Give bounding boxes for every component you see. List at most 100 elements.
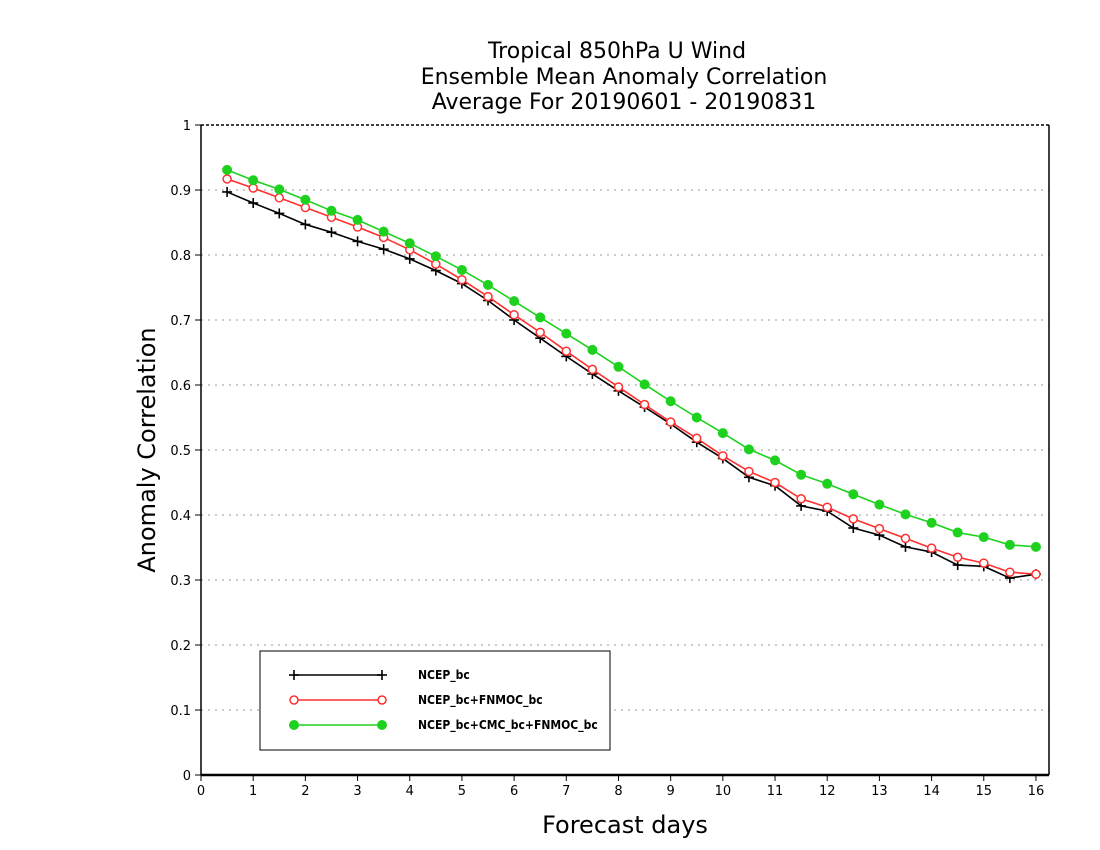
- data-point-1-16: [639, 399, 650, 410]
- legend-marker-start-0: [289, 670, 299, 680]
- legend-label-1: NCEP_bc+FNMOC_bc: [418, 693, 543, 708]
- data-point-1-25: [874, 523, 885, 534]
- legend-label-0: NCEP_bc: [418, 668, 470, 683]
- series-2: [222, 164, 1041, 552]
- y-tick-label: 0.3: [170, 574, 191, 589]
- x-tick-label: 5: [458, 784, 466, 799]
- x-tick-label: 4: [406, 784, 414, 799]
- y-axis-label: Anomaly Correlation: [133, 327, 161, 572]
- y-tick-label: 0.1: [170, 704, 191, 719]
- x-axis-label: Forecast days: [542, 811, 708, 839]
- x-tick-label: 9: [667, 784, 675, 799]
- legend-marker-end-1: [377, 695, 387, 705]
- data-point-1-24: [848, 514, 859, 524]
- data-point-2-15: [613, 361, 624, 372]
- y-tick-label: 0.8: [170, 249, 191, 264]
- x-tick-label: 6: [510, 784, 518, 799]
- data-point-2-31: [1030, 541, 1041, 552]
- data-point-1-0: [222, 174, 232, 184]
- series-line-0: [226, 191, 1037, 579]
- data-point-2-13: [561, 328, 572, 339]
- axes: [200, 124, 1050, 777]
- data-point-2-2: [274, 184, 285, 195]
- x-tick-label: 0: [197, 784, 205, 799]
- data-point-1-23: [822, 502, 832, 512]
- data-point-2-11: [509, 296, 520, 307]
- x-tick-label: 1: [249, 784, 257, 799]
- legend-item-2: NCEP_bc+CMC_bc+FNMOC_bc: [289, 718, 598, 733]
- data-point-2-5: [352, 214, 363, 225]
- x-tick-label: 8: [614, 784, 622, 799]
- y-tick-label: 0.2: [170, 639, 191, 654]
- y-axis-ticks: 0 0.1 0.2 0.3 0.4 0.5 0.6 0.7 0.8 0.9 1: [170, 119, 201, 784]
- data-point-1-18: [692, 433, 702, 444]
- data-point-2-8: [430, 251, 441, 262]
- x-tick-label: 16: [1028, 784, 1045, 799]
- data-point-0-5: [352, 236, 363, 247]
- data-point-1-13: [561, 346, 572, 356]
- data-point-2-17: [665, 396, 676, 407]
- data-point-2-10: [483, 279, 494, 290]
- data-point-2-7: [404, 238, 415, 249]
- data-point-0-0: [222, 186, 233, 197]
- data-point-1-22: [796, 494, 806, 504]
- data-point-1-30: [1005, 567, 1015, 577]
- data-point-0-26: [900, 541, 911, 552]
- data-point-2-23: [822, 478, 833, 489]
- y-tick-label: 0.6: [170, 379, 191, 394]
- data-point-1-27: [926, 543, 937, 553]
- legend-item-0: NCEP_bc: [289, 668, 470, 683]
- data-point-2-29: [978, 532, 989, 543]
- data-point-2-6: [378, 226, 389, 237]
- data-point-2-4: [326, 205, 337, 216]
- data-series: [222, 164, 1041, 584]
- y-tick-label: 0.7: [170, 314, 191, 329]
- data-point-2-25: [874, 499, 885, 510]
- x-tick-label: 13: [871, 784, 888, 799]
- data-point-0-24: [848, 523, 859, 533]
- x-axis-ticks: 0 1 2 3 4 5 6 7 8 9 10 11 12 13 14 15 16: [197, 775, 1044, 799]
- data-point-2-28: [952, 527, 963, 538]
- x-tick-label: 11: [767, 784, 784, 799]
- data-point-2-22: [796, 469, 807, 480]
- title-line-2: Ensemble Mean Anomaly Correlation: [421, 65, 828, 90]
- data-point-1-29: [979, 558, 989, 568]
- data-point-1-26: [900, 533, 911, 544]
- title-line-3: Average For 20190601 - 20190831: [432, 90, 817, 115]
- data-point-0-4: [326, 227, 337, 238]
- y-tick-label: 0.5: [170, 444, 191, 459]
- chart-title: Tropical 850hPa U Wind Ensemble Mean Ano…: [421, 39, 828, 115]
- data-point-2-1: [248, 175, 259, 186]
- x-tick-label: 3: [353, 784, 361, 799]
- legend-item-1: NCEP_bc+FNMOC_bc: [289, 693, 543, 708]
- gridlines: [201, 189, 1049, 711]
- x-tick-label: 15: [975, 784, 992, 799]
- data-point-1-21: [770, 477, 780, 488]
- legend-marker-start-1: [289, 695, 299, 705]
- data-point-1-11: [509, 310, 519, 320]
- series-line-2: [226, 169, 1037, 548]
- x-tick-label: 10: [715, 784, 732, 799]
- y-tick-label: 1: [183, 119, 191, 134]
- data-point-1-8: [431, 259, 441, 269]
- data-point-1-15: [613, 382, 624, 392]
- y-tick-label: 0.4: [170, 509, 191, 524]
- data-point-2-16: [639, 379, 650, 390]
- data-point-2-18: [691, 412, 702, 423]
- data-point-1-31: [1031, 569, 1041, 579]
- data-point-2-14: [587, 344, 598, 355]
- data-point-1-10: [483, 291, 493, 302]
- data-point-0-7: [404, 253, 415, 264]
- data-point-2-20: [743, 444, 754, 455]
- data-point-0-1: [248, 198, 259, 208]
- data-point-2-0: [222, 164, 233, 175]
- data-point-0-6: [378, 244, 389, 255]
- data-point-2-30: [1004, 539, 1015, 550]
- x-tick-label: 2: [301, 784, 309, 799]
- data-point-2-3: [300, 194, 311, 205]
- legend: NCEP_bc NCEP_bc+FNMOC_bc NCEP_bc+CMC_bc+FN…: [259, 650, 611, 751]
- legend-marker-end-0: [377, 670, 387, 680]
- x-tick-label: 14: [923, 784, 940, 799]
- data-point-1-17: [665, 417, 676, 427]
